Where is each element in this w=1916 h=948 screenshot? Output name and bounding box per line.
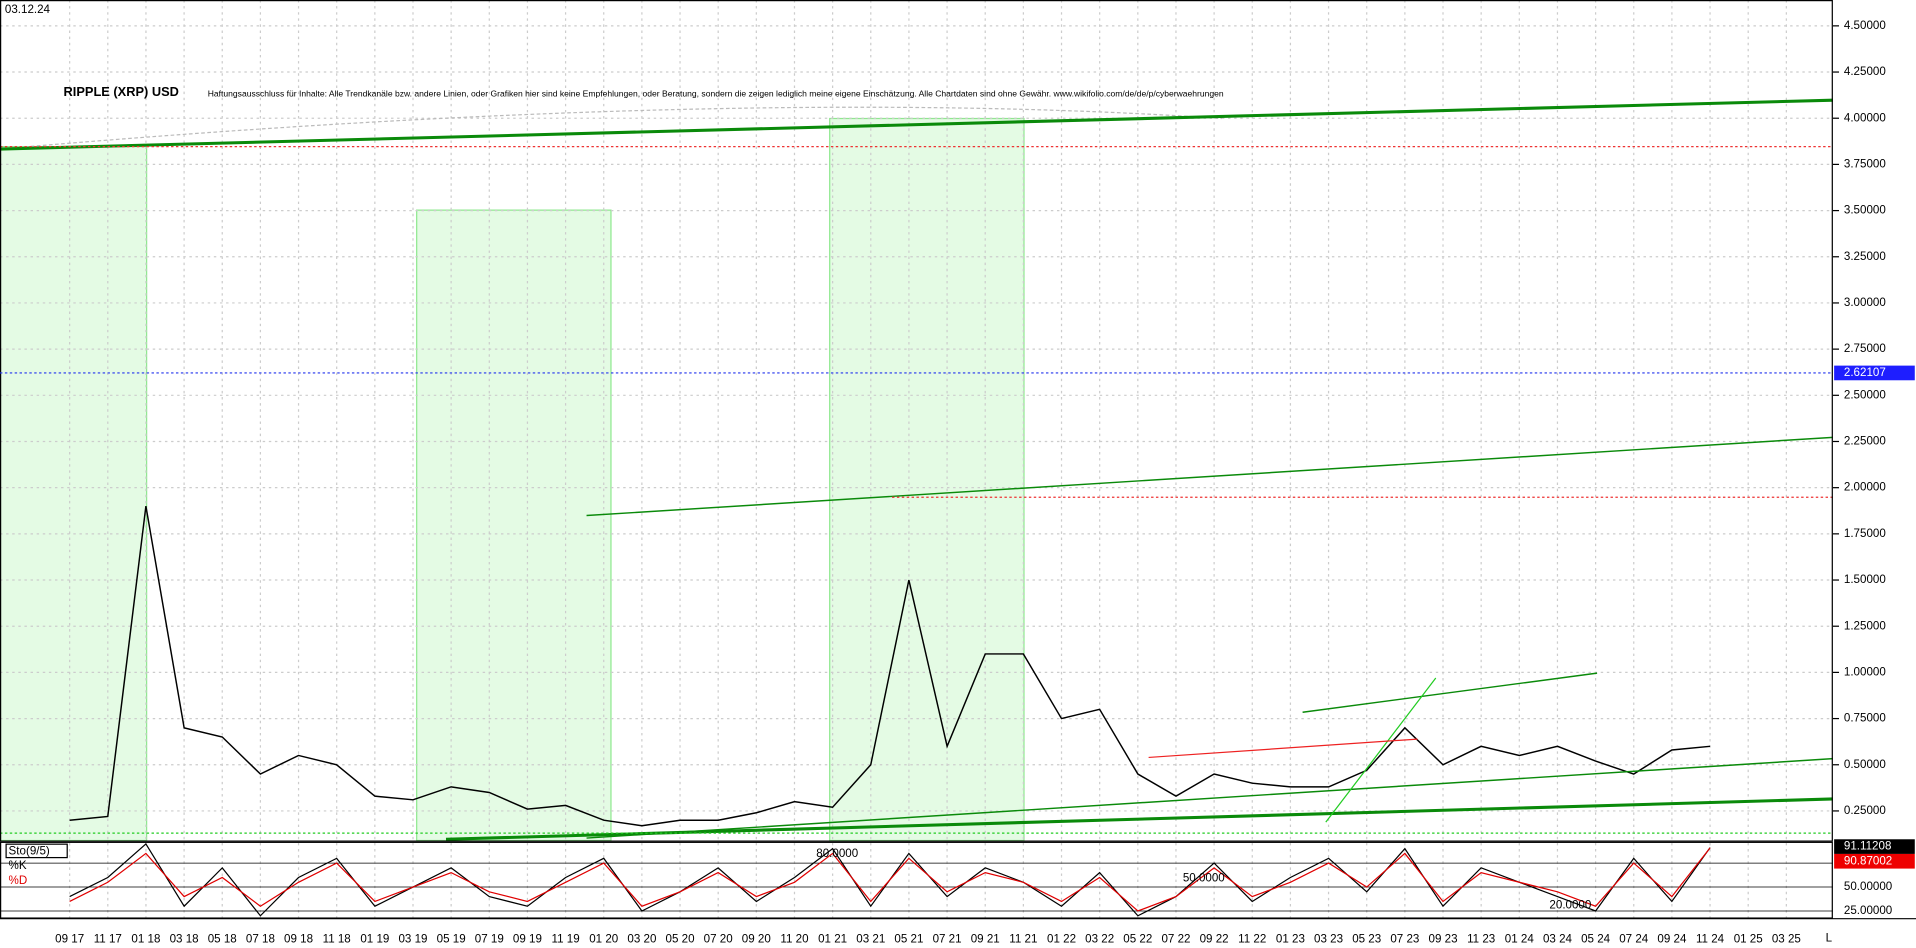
zone [0, 145, 148, 842]
annotation: 80.0000 [816, 847, 858, 860]
y-tick-label: 1.00000 [1844, 665, 1886, 678]
x-tick-label: 01 18 [131, 933, 160, 946]
x-tick-label: 01 25 [1734, 933, 1763, 946]
y-tick-label: 0.25000 [1844, 804, 1886, 817]
x-tick-label: 11 19 [552, 933, 580, 946]
x-tick-label: 01 20 [589, 933, 618, 946]
x-tick-label: 09 18 [284, 933, 313, 946]
x-tick-label: 07 21 [933, 933, 962, 946]
x-tick-label: 11 18 [323, 933, 351, 946]
legend-label: %D [9, 874, 28, 887]
last-price-label: 2.62107 [1844, 366, 1886, 379]
chart-title: RIPPLE (XRP) USD [64, 84, 179, 99]
value-label: 91.11208 [1844, 840, 1892, 853]
annotation: 20.0000 [1549, 898, 1591, 911]
y-tick-label: 2.75000 [1844, 342, 1886, 355]
series-line [69, 506, 1711, 827]
last-price-box [1834, 365, 1915, 381]
x-tick-label: 05 22 [1123, 933, 1152, 946]
x-tick-label: 01 23 [1276, 933, 1305, 946]
series-line [69, 847, 1711, 912]
y-tick-label: 25.00000 [1844, 904, 1892, 917]
x-tick-label: 03 24 [1543, 933, 1573, 946]
trend-line [1325, 677, 1437, 823]
x-tick-label: 09 22 [1200, 933, 1229, 946]
y-tick-label: 3.25000 [1844, 250, 1886, 263]
trend-line [586, 436, 1833, 517]
annotation: 50.0000 [1183, 871, 1225, 884]
y-tick-label: 50.00000 [1844, 880, 1892, 893]
x-tick-label: 11 23 [1467, 933, 1495, 946]
trend-line [1302, 672, 1598, 713]
zone [829, 117, 1025, 842]
indicator-title: Sto(9/5) [9, 845, 50, 858]
y-tick-label: 1.25000 [1844, 619, 1886, 632]
x-tick-label: 03 22 [1085, 933, 1114, 946]
x-tick-label: 05 18 [208, 933, 237, 946]
y-tick-label: 0.50000 [1844, 758, 1886, 771]
y-tick-label: 3.75000 [1844, 157, 1886, 170]
x-tick-label: 01 22 [1047, 933, 1076, 946]
x-tick-label: 07 19 [475, 933, 504, 946]
x-tick-label: 07 23 [1390, 933, 1419, 946]
x-tick-label: 07 22 [1161, 933, 1190, 946]
x-tick-label: 05 21 [894, 933, 923, 946]
value-label: 90.87002 [1844, 854, 1892, 867]
x-tick-label: 03 21 [856, 933, 885, 946]
x-tick-label: 03 19 [398, 933, 427, 946]
y-tick-label: 2.00000 [1844, 481, 1886, 494]
x-tick-label: 03 25 [1772, 933, 1801, 946]
x-tick-label: 09 20 [742, 933, 771, 946]
x-tick-label: 07 24 [1619, 933, 1649, 946]
trend-line [1148, 738, 1418, 759]
price-frame [0, 0, 1833, 842]
chart-subtitle: Haftungsausschluss für Inhalte: Alle Tre… [208, 88, 1224, 98]
x-tick-label: 01 24 [1505, 933, 1535, 946]
y-tick-label: 1.50000 [1844, 573, 1886, 586]
x-tick-label: 05 23 [1352, 933, 1381, 946]
y-tick-label: 1.75000 [1844, 527, 1886, 540]
x-tick-label: 11 22 [1238, 933, 1266, 946]
trend-line [586, 757, 1833, 839]
trend-arc [0, 106, 1222, 150]
zone [416, 209, 612, 842]
x-tick-label: 11 24 [1696, 933, 1725, 946]
x-tick-label: 11 21 [1009, 933, 1037, 946]
x-tick-label: 11 20 [780, 933, 808, 946]
x-tick-label: 03 18 [170, 933, 199, 946]
x-tick-label: 09 23 [1429, 933, 1458, 946]
indicator-box [5, 843, 68, 859]
x-tick-label: 03 20 [627, 933, 656, 946]
y-tick-label: 3.50000 [1844, 204, 1886, 217]
x-tick-label: 01 19 [360, 933, 389, 946]
y-tick-label: 3.00000 [1844, 296, 1886, 309]
x-tick-label: 07 20 [704, 933, 733, 946]
x-tick-label: 09 17 [55, 933, 84, 946]
x-tick-label: 03 23 [1314, 933, 1343, 946]
x-tick-label: 05 24 [1581, 933, 1611, 946]
legend-label: %K [9, 859, 27, 872]
x-tick-label: 11 17 [94, 933, 122, 946]
date-label: 03.12.24 [5, 3, 51, 16]
y-tick-label: 2.50000 [1844, 388, 1886, 401]
x-tick-label: 07 18 [246, 933, 275, 946]
y-tick-label: 4.50000 [1844, 19, 1886, 32]
x-tick-label: 09 21 [971, 933, 1000, 946]
value-box [1834, 839, 1915, 854]
y-tick-label: 0.75000 [1844, 712, 1886, 725]
corner-label: L [1826, 931, 1833, 944]
value-box [1834, 853, 1915, 869]
y-tick-label: 4.00000 [1844, 111, 1886, 124]
y-tick-label: 2.25000 [1844, 435, 1886, 448]
x-tick-label: 05 19 [437, 933, 466, 946]
x-tick-label: 05 20 [666, 933, 695, 946]
x-tick-label: 01 21 [818, 933, 847, 946]
x-tick-label: 09 24 [1657, 933, 1687, 946]
trend-line [0, 98, 1833, 151]
x-tick-label: 09 19 [513, 933, 542, 946]
y-tick-label: 4.25000 [1844, 65, 1886, 78]
